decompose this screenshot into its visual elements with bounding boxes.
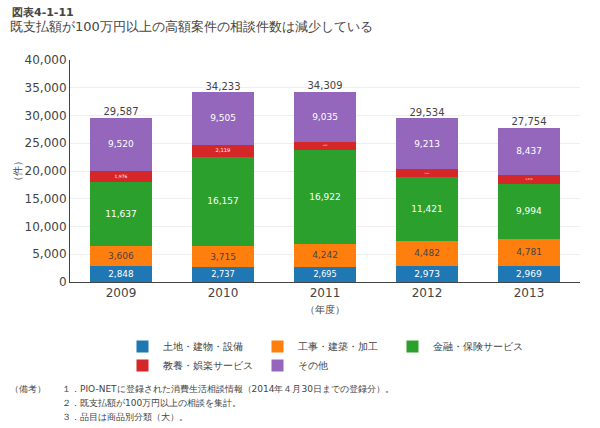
svg-text:2,737: 2,737 xyxy=(211,269,235,279)
svg-text:29,587: 29,587 xyxy=(104,106,139,117)
svg-text:図表4-1-11: 図表4-1-11 xyxy=(12,6,74,19)
svg-text:その他: その他 xyxy=(298,360,328,371)
svg-text:15,000: 15,000 xyxy=(25,192,67,206)
svg-text:2012: 2012 xyxy=(412,286,443,300)
svg-text:35,000: 35,000 xyxy=(25,81,67,95)
svg-text:３．品目は商品別分類（大）。: ３．品目は商品別分類（大）。 xyxy=(62,412,188,422)
svg-text:2009: 2009 xyxy=(106,286,137,300)
svg-text:土地・建物・設備: 土地・建物・設備 xyxy=(163,341,243,352)
svg-text:2,973: 2,973 xyxy=(414,269,440,279)
svg-text:3,715: 3,715 xyxy=(210,252,236,262)
svg-text:34,233: 34,233 xyxy=(206,81,241,92)
svg-text:2,695: 2,695 xyxy=(313,270,336,279)
svg-text:金融・保険サービス: 金融・保険サービス xyxy=(433,341,523,352)
svg-text:2,969: 2,969 xyxy=(516,269,542,279)
svg-text:1,573: 1,573 xyxy=(526,178,533,181)
svg-text:3,606: 3,606 xyxy=(108,251,134,261)
svg-text:5,000: 5,000 xyxy=(32,247,66,261)
svg-text:9,505: 9,505 xyxy=(210,113,236,123)
svg-text:1,445: 1,445 xyxy=(424,172,429,175)
svg-text:工事・建築・加工: 工事・建築・加工 xyxy=(298,341,378,352)
svg-text:25,000: 25,000 xyxy=(25,136,67,150)
svg-text:16,922: 16,922 xyxy=(309,192,341,202)
svg-text:9,035: 9,035 xyxy=(312,112,338,122)
svg-text:4,781: 4,781 xyxy=(516,247,542,257)
svg-text:27,754: 27,754 xyxy=(512,116,547,127)
svg-text:8,437: 8,437 xyxy=(516,146,542,156)
svg-text:1,415: 1,415 xyxy=(323,144,328,147)
svg-text:40,000: 40,000 xyxy=(25,53,67,67)
svg-text:2,848: 2,848 xyxy=(108,269,133,279)
svg-text:（備考）: （備考） xyxy=(10,384,46,394)
svg-text:11,637: 11,637 xyxy=(105,209,137,219)
svg-text:20,000: 20,000 xyxy=(25,164,67,178)
svg-text:２．既支払額が100万円以上の相談を集計。: ２．既支払額が100万円以上の相談を集計。 xyxy=(62,398,241,408)
svg-text:教養・娯楽サービス: 教養・娯楽サービス xyxy=(163,360,253,371)
svg-text:11,421: 11,421 xyxy=(411,204,443,214)
svg-text:2013: 2013 xyxy=(514,286,545,300)
svg-text:１．PIO-NETに登録された消費生活相談情報（2014年４: １．PIO-NETに登録された消費生活相談情報（2014年４月30日までの登録分… xyxy=(62,384,394,394)
svg-text:4,242: 4,242 xyxy=(312,250,338,260)
svg-text:30,000: 30,000 xyxy=(25,109,67,123)
svg-text:2,119: 2,119 xyxy=(216,147,231,153)
svg-text:16,157: 16,157 xyxy=(207,196,239,206)
svg-text:34,309: 34,309 xyxy=(308,80,343,91)
svg-text:29,534: 29,534 xyxy=(410,107,445,118)
svg-text:既支払額が100万円以上の高額案件の相談件数は減少している: 既支払額が100万円以上の高額案件の相談件数は減少している xyxy=(10,19,373,34)
svg-text:0: 0 xyxy=(59,275,67,289)
svg-text:（年度）: （年度） xyxy=(305,304,345,315)
svg-text:（件）: （件） xyxy=(12,156,23,186)
svg-text:4,482: 4,482 xyxy=(414,248,440,258)
svg-text:2010: 2010 xyxy=(208,286,239,300)
svg-text:2011: 2011 xyxy=(310,286,341,300)
svg-text:1,976: 1,976 xyxy=(115,174,128,179)
svg-text:10,000: 10,000 xyxy=(25,220,67,234)
svg-text:9,213: 9,213 xyxy=(414,139,440,149)
svg-text:9,994: 9,994 xyxy=(516,206,542,216)
svg-text:9,520: 9,520 xyxy=(108,139,134,149)
